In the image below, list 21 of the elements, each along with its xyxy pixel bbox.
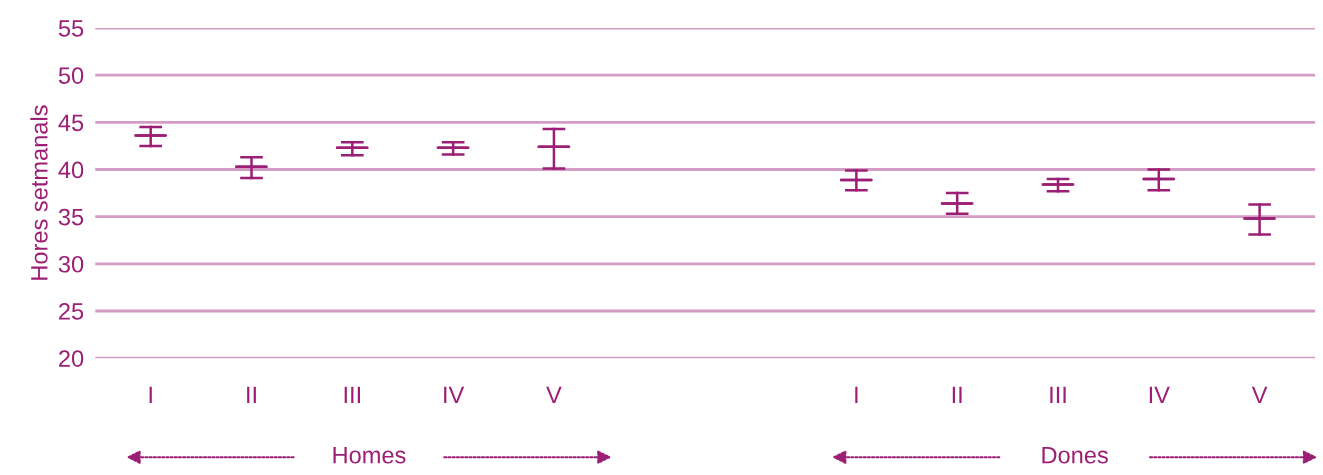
x-tick-label: V <box>546 386 562 404</box>
x-tick-label: I <box>149 386 152 404</box>
x-tick-label: I <box>855 386 858 404</box>
x-tick-label: III <box>344 386 360 404</box>
y-tick-label: 40 <box>58 161 84 179</box>
x-tick-label: II <box>952 386 962 404</box>
x-tick-label: IV <box>444 386 465 404</box>
y-tick-label: 50 <box>58 67 84 84</box>
x-tick-label: V <box>1251 386 1268 404</box>
y-tick-label: 45 <box>58 114 84 132</box>
x-tick-label: III <box>1050 386 1066 404</box>
y-tick-label: 30 <box>58 255 84 273</box>
text: Dones <box>1042 447 1108 464</box>
x-tick-label: IV <box>1149 386 1170 404</box>
y-axis-title: Hores setmanals <box>30 105 48 280</box>
x-tick-label: II <box>247 386 256 404</box>
y-tick-label: 20 <box>59 350 84 367</box>
text: Homes <box>333 447 406 464</box>
y-tick-label: 25 <box>59 303 84 320</box>
y-tick-label: 35 <box>58 208 84 226</box>
y-tick-label: 55 <box>58 20 84 37</box>
